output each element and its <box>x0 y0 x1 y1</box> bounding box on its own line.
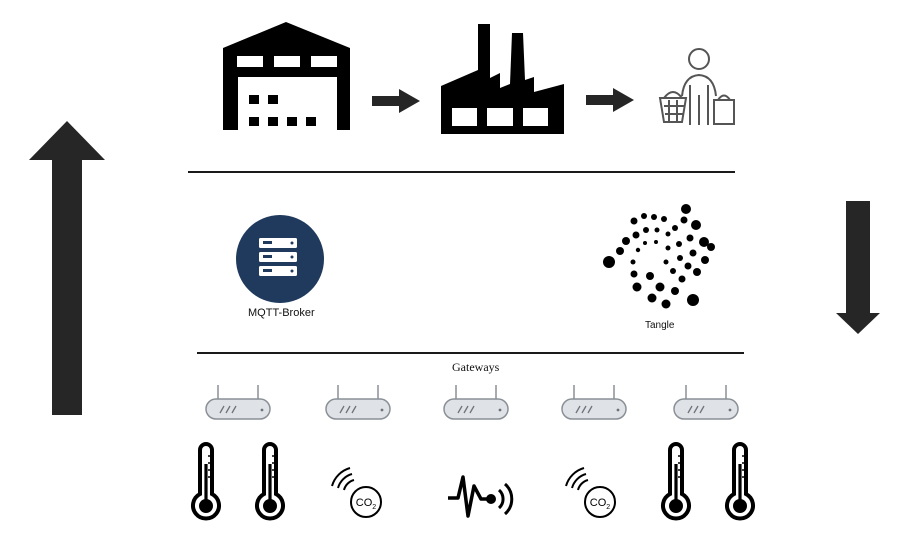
thermometer-icon <box>663 444 689 519</box>
warehouse-icon <box>223 22 350 130</box>
factory-icon <box>441 24 564 134</box>
vibration-sensor-icon <box>448 477 512 516</box>
gateway-router-icon <box>326 385 390 419</box>
shopper-icon <box>660 49 734 125</box>
co2-sensor-icon: CO2 <box>332 468 381 517</box>
gateway-router-icon <box>206 385 270 419</box>
gateway-router-icon <box>562 385 626 419</box>
thermometer-icon <box>193 444 219 519</box>
thermometer-icon <box>257 444 283 519</box>
downward-arrow-icon <box>836 201 880 334</box>
tangle-label: Tangle <box>645 320 674 331</box>
gateways-label: Gateways <box>452 360 499 375</box>
thermometer-icon <box>727 444 753 519</box>
upward-arrow-icon <box>29 121 105 415</box>
gateway-router-icon <box>674 385 738 419</box>
mqtt-broker-label: MQTT-Broker <box>248 307 315 319</box>
arrow-right-icon <box>372 89 420 113</box>
iota-tangle-icon <box>603 204 715 309</box>
gateway-router-icon <box>444 385 508 419</box>
mqtt-broker-icon <box>236 215 324 303</box>
arrow-right-icon <box>586 88 634 112</box>
co2-sensor-icon: CO2 <box>566 468 615 517</box>
